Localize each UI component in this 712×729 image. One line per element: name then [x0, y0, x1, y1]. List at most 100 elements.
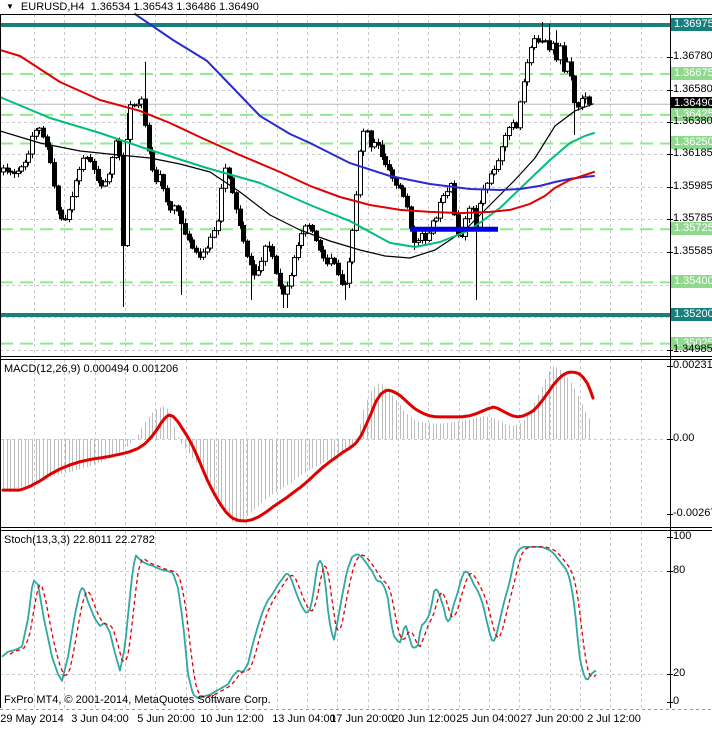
candle	[423, 233, 428, 241]
candle	[41, 127, 46, 138]
date-label: 3 Jun 04:00	[71, 713, 129, 725]
candle	[278, 272, 283, 287]
candle	[518, 101, 523, 129]
date-label: 27 Jun 20:00	[520, 713, 584, 725]
candle	[147, 124, 152, 152]
candle	[481, 189, 486, 204]
stoch-scale-label: 20	[673, 667, 686, 679]
candle	[572, 75, 577, 104]
candle	[121, 155, 126, 247]
candle	[452, 183, 457, 216]
candle	[434, 217, 439, 222]
candle	[245, 240, 250, 257]
candle	[154, 169, 159, 183]
candle	[332, 257, 337, 264]
price-scale-label: 1.36185	[673, 147, 712, 159]
candle	[34, 129, 39, 137]
candle	[241, 225, 246, 242]
candle	[292, 257, 297, 276]
candle	[234, 192, 239, 210]
candle	[103, 181, 108, 187]
candle	[496, 160, 501, 170]
chart-title-bar: ▼ EURUSD,H4 1.36534 1.36543 1.36486 1.36…	[0, 0, 712, 14]
candle	[179, 210, 184, 225]
levels-layer	[0, 23, 670, 345]
candle	[340, 274, 345, 285]
candle	[16, 170, 21, 175]
price-scale-label: 1.34985	[673, 343, 712, 355]
candle	[230, 177, 235, 194]
candle	[358, 150, 363, 196]
macd-scale-label: -0.002671	[673, 507, 712, 519]
candle	[372, 141, 377, 148]
panel-borders-layer	[0, 14, 712, 708]
ma-green-line	[0, 96, 595, 248]
candle	[365, 130, 370, 133]
price-scale-label: 1.36975	[671, 18, 712, 31]
candle	[205, 247, 210, 253]
macd-scale-label: 0.002316	[673, 359, 712, 371]
candle	[139, 98, 144, 105]
candle	[201, 251, 206, 258]
candle	[208, 236, 213, 249]
candle	[405, 195, 410, 208]
candle	[19, 166, 24, 172]
date-label: 25 Jun 04:00	[456, 713, 520, 725]
candle	[299, 233, 304, 246]
candle	[369, 130, 374, 148]
candle	[263, 245, 268, 262]
candle	[390, 169, 395, 179]
macd-scale-label: 0.00	[673, 432, 695, 444]
price-scale-label: 1.35400	[671, 275, 712, 288]
candle	[303, 225, 308, 235]
candle	[96, 168, 101, 181]
candle	[325, 257, 330, 265]
ma-fast-black-line	[0, 103, 594, 259]
candle	[136, 103, 141, 107]
current-price-label: 1.36490	[671, 97, 712, 110]
candle	[183, 223, 188, 235]
price-scale-label: 1.36780	[673, 50, 712, 62]
candle	[223, 167, 228, 189]
symbol-dropdown-icon[interactable]: ▼	[6, 2, 14, 11]
candle	[37, 127, 42, 131]
candle	[107, 173, 112, 183]
candle	[383, 156, 388, 166]
chart-title: EURUSD,H4 1.36534 1.36543 1.36486 1.3649…	[20, 1, 259, 13]
candle	[212, 230, 217, 238]
candle	[569, 61, 574, 77]
stoch-scale-label: 80	[673, 564, 686, 576]
stoch-scale-label: 0	[673, 695, 680, 707]
candle	[194, 247, 199, 253]
candle	[347, 261, 352, 284]
candle	[507, 127, 512, 137]
candle	[318, 240, 323, 251]
candle	[128, 104, 133, 140]
macd-indicator-label: MACD(12,26,9) 0.000494 0.001206	[4, 363, 179, 375]
candle	[12, 171, 17, 175]
candle	[99, 179, 104, 187]
candle	[401, 187, 406, 197]
candle	[92, 160, 97, 170]
candle	[438, 201, 443, 219]
candle	[492, 168, 497, 175]
candle	[172, 205, 177, 211]
candle	[380, 144, 385, 158]
candle	[456, 214, 461, 236]
moving-averages-layer	[0, 13, 595, 259]
price-scale-label: 1.35985	[673, 180, 712, 192]
copyright-text: FxPro MT4, © 2001-2014, MetaQuotes Softw…	[4, 694, 271, 706]
macd-layer	[1, 366, 595, 523]
candle	[8, 170, 13, 173]
candle	[536, 38, 541, 43]
candle	[238, 208, 243, 227]
candle	[77, 168, 82, 182]
date-label: 10 Jun 12:00	[200, 713, 264, 725]
candle	[56, 185, 61, 211]
candle	[125, 138, 130, 247]
candle	[350, 229, 355, 263]
grid-layer	[0, 14, 712, 710]
price-scale-label: 1.35025	[671, 337, 712, 350]
